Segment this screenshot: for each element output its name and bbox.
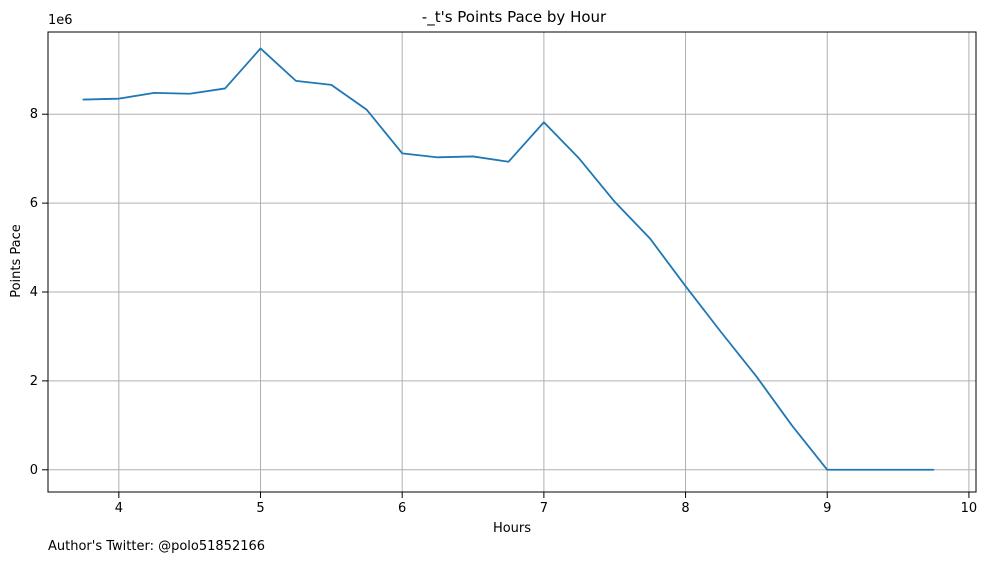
grid-lines [48,32,976,492]
author-twitter-note: Author's Twitter: @polo51852166 [48,539,265,554]
x-tick-label: 7 [540,501,548,516]
x-tick-label: 10 [961,501,978,516]
series-layer [82,47,935,471]
y-tick-label: 2 [30,374,38,389]
axes [42,31,977,498]
y-tick-label: 0 [30,463,38,478]
chart-text: -_t's Points Pace by Hour Hours Points P… [9,8,607,554]
y-tick-label: 8 [30,107,38,122]
chart-title: -_t's Points Pace by Hour [422,8,607,27]
x-tick-label: 4 [115,501,123,516]
x-tick-label: 9 [823,501,831,516]
x-tick-label: 5 [256,501,264,516]
y-tick-label: 6 [30,196,38,211]
x-tick-label: 6 [398,501,406,516]
y-tick-label: 4 [30,285,38,300]
tick-labels: 4 5 6 7 8 9 10 0 2 4 6 8 [30,107,977,516]
points-pace-line [82,47,935,471]
y-axis-label: Points Pace [9,224,24,298]
y-axis-offset-label: 1e6 [48,13,73,28]
x-tick-label: 8 [681,501,689,516]
x-axis-label: Hours [493,521,531,536]
plot-frame [47,31,977,493]
